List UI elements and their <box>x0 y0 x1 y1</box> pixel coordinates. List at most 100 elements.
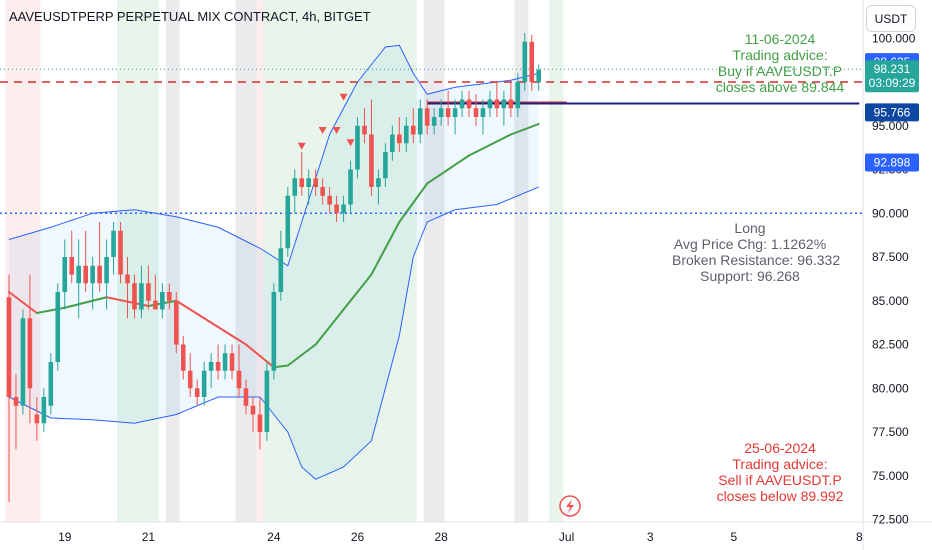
candle-body <box>522 41 528 82</box>
candle-body <box>201 370 207 397</box>
x-tick-label: 26 <box>351 530 365 544</box>
candle-body <box>90 265 95 284</box>
x-tick-label: 24 <box>267 530 281 544</box>
candle-body <box>20 318 26 406</box>
candle-body <box>334 204 339 214</box>
candle-body <box>271 292 277 371</box>
sell-signal-marker <box>346 139 355 147</box>
candle-body <box>466 99 472 109</box>
chart-title: AAVEUSDTPERP PERPETUAL MIX CONTRACT, 4h,… <box>9 9 371 24</box>
candle-body <box>264 370 270 432</box>
price-tag: 92.898 <box>865 153 919 172</box>
basis-line-segment <box>231 334 241 342</box>
candle-body <box>180 344 186 371</box>
candle-body <box>104 257 109 284</box>
y-tick-label: 77.500 <box>872 425 909 439</box>
candle-body <box>410 125 416 135</box>
basis-line-segment <box>21 301 31 309</box>
basis-line-segment <box>182 304 192 311</box>
basis-line-segment <box>481 144 491 150</box>
sell-signal-marker <box>318 127 327 134</box>
basis-line-segment <box>251 349 261 357</box>
bollinger-band-fill <box>9 45 539 480</box>
basis-line-segment <box>468 151 477 157</box>
sell-advice-line-3: closes below 89.992 <box>716 488 844 504</box>
candle-body <box>111 230 116 257</box>
candle-body <box>438 108 444 117</box>
candle-body <box>48 362 54 406</box>
basis-line-segment <box>286 359 296 367</box>
candle-body <box>445 108 451 117</box>
candle-body <box>397 134 402 144</box>
basis-line-segment <box>258 354 268 363</box>
basis-line-segment <box>224 330 234 337</box>
candle-body <box>173 300 179 345</box>
candle-body <box>494 99 500 109</box>
buy-advice-date: 11-06-2024 <box>744 31 816 47</box>
basis-line-segment <box>328 317 338 328</box>
candle-body <box>97 265 102 284</box>
candle-body <box>369 134 374 187</box>
basis-line-segment <box>454 159 464 166</box>
x-tick-label: 5 <box>731 530 738 544</box>
basis-line-segment <box>405 201 415 214</box>
basis-line-segment <box>440 168 450 176</box>
candle-body <box>153 300 158 310</box>
basis-line-segment <box>433 173 443 180</box>
candle-body <box>194 388 200 397</box>
candle-body <box>13 397 19 406</box>
candle-body <box>529 41 535 82</box>
candle-body <box>118 230 123 275</box>
basis-line-segment <box>321 326 331 337</box>
y-tick-label: 95.000 <box>872 119 909 133</box>
candle-body <box>515 82 521 109</box>
basis-line-segment <box>91 298 101 302</box>
basis-line-segment <box>307 343 317 351</box>
currency-button[interactable]: USDT <box>866 5 916 32</box>
basis-line-segment <box>70 303 80 307</box>
basis-line-segment <box>84 299 94 304</box>
long-signal-line-1: Avg Price Chg: 1.1262% <box>673 236 827 252</box>
buy-advice-line-2: Buy if AAVEUSDT.P <box>717 63 843 79</box>
bollinger-upper-line <box>8 44 539 267</box>
y-tick-label: 87.500 <box>872 250 909 264</box>
candle-body <box>278 248 284 292</box>
candle-body <box>83 265 88 284</box>
sell-advice-annotation: 25-06-2024 Trading advice: Sell if AAVEU… <box>700 440 860 504</box>
candle-body <box>69 257 75 275</box>
y-tick-label: 82.500 <box>872 338 909 352</box>
candle-body <box>431 117 437 126</box>
basis-line-segment <box>217 326 227 333</box>
alert-lightning-icon <box>559 495 581 517</box>
candle-body <box>139 283 144 310</box>
candle-body <box>501 99 507 109</box>
candle-body <box>306 178 312 187</box>
candle-body <box>146 283 151 301</box>
candle-body <box>452 108 458 117</box>
basis-line-segment <box>42 309 52 313</box>
basis-line-segment <box>112 297 122 302</box>
price-tag-countdown: 03:09:29 <box>869 76 916 90</box>
candle-body <box>299 178 305 187</box>
basis-line-segment <box>377 247 387 263</box>
basis-line-segment <box>28 306 38 314</box>
x-tick-label: 28 <box>434 530 448 544</box>
basis-line-segment <box>419 182 429 195</box>
shaded-zone-green <box>549 0 564 522</box>
basis-line-segment <box>523 125 533 131</box>
basis-line-segment <box>14 296 24 304</box>
basis-line-segment <box>8 291 17 299</box>
basis-line-segment <box>474 147 484 153</box>
long-signal-line-3: Support: 96.268 <box>700 268 800 284</box>
candle-body <box>390 134 395 152</box>
candle-body <box>292 178 298 196</box>
candle-body <box>320 187 325 196</box>
basis-line-segment <box>196 312 206 320</box>
buy-advice-annotation: 11-06-2024 Trading advice: Buy if AAVEUS… <box>702 31 858 95</box>
basis-line-segment <box>370 260 380 276</box>
basis-line-segment <box>244 343 254 352</box>
basis-line-segment <box>509 130 519 136</box>
shaded-zone-red <box>256 0 264 522</box>
